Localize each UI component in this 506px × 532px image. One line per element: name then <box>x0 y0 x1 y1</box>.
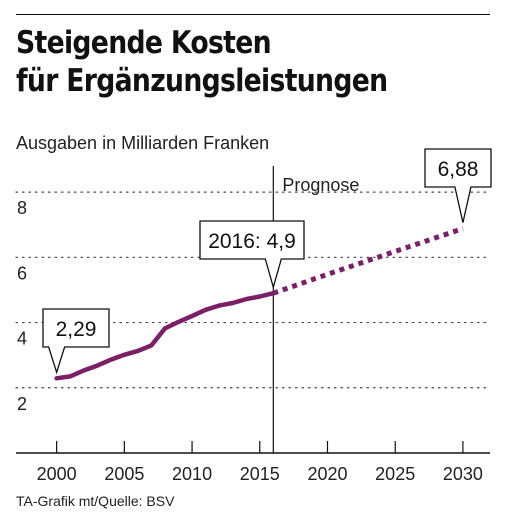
source-note: TA-Grafik mt/Quelle: BSV <box>16 493 175 509</box>
x-tick-label-2010: 2010 <box>172 464 212 484</box>
y-tick-label-4: 4 <box>17 329 27 349</box>
callout-box-1 <box>42 308 110 375</box>
series-layer <box>54 226 464 381</box>
y-tick-label-6: 6 <box>17 263 27 283</box>
axis-layer: 2 4 6 8 2000 2005 2010 2015 2020 2025 2030 Prognose <box>16 166 490 484</box>
x-tick-label-2015: 2015 <box>240 464 280 484</box>
chart-title-line-1: Steigende Kosten <box>16 25 272 61</box>
x-tick-label-2020: 2020 <box>307 464 347 484</box>
callout-label-1: 2,29 <box>56 318 97 341</box>
chart-title-line-2: für Ergänzungsleistungen <box>16 63 388 99</box>
x-tick-label-2030: 2030 <box>443 464 483 484</box>
x-tick-label-2005: 2005 <box>104 464 144 484</box>
annotation-layer: 2,29 2016: 4,9 6,88 <box>42 148 492 375</box>
y-tick-label-8: 8 <box>17 198 27 218</box>
top-rule <box>16 14 490 15</box>
x-tick-label-2025: 2025 <box>375 464 415 484</box>
forecast-label: Prognose <box>282 175 359 195</box>
chart-subtitle: Ausgaben in Milliarden Franken <box>16 133 270 153</box>
callout-label-2: 2016: 4,9 <box>208 230 296 253</box>
y-tick-label-2: 2 <box>17 394 27 414</box>
forecast-line <box>272 226 464 296</box>
callout-box-3 <box>424 148 492 223</box>
callout-box-2 <box>199 220 305 290</box>
x-tick-label-2000: 2000 <box>37 464 77 484</box>
chart-title: Steigende Kosten für Ergänzungsleistunge… <box>16 24 429 100</box>
callout-label-3: 6,88 <box>438 158 479 181</box>
actual-line <box>54 290 276 381</box>
